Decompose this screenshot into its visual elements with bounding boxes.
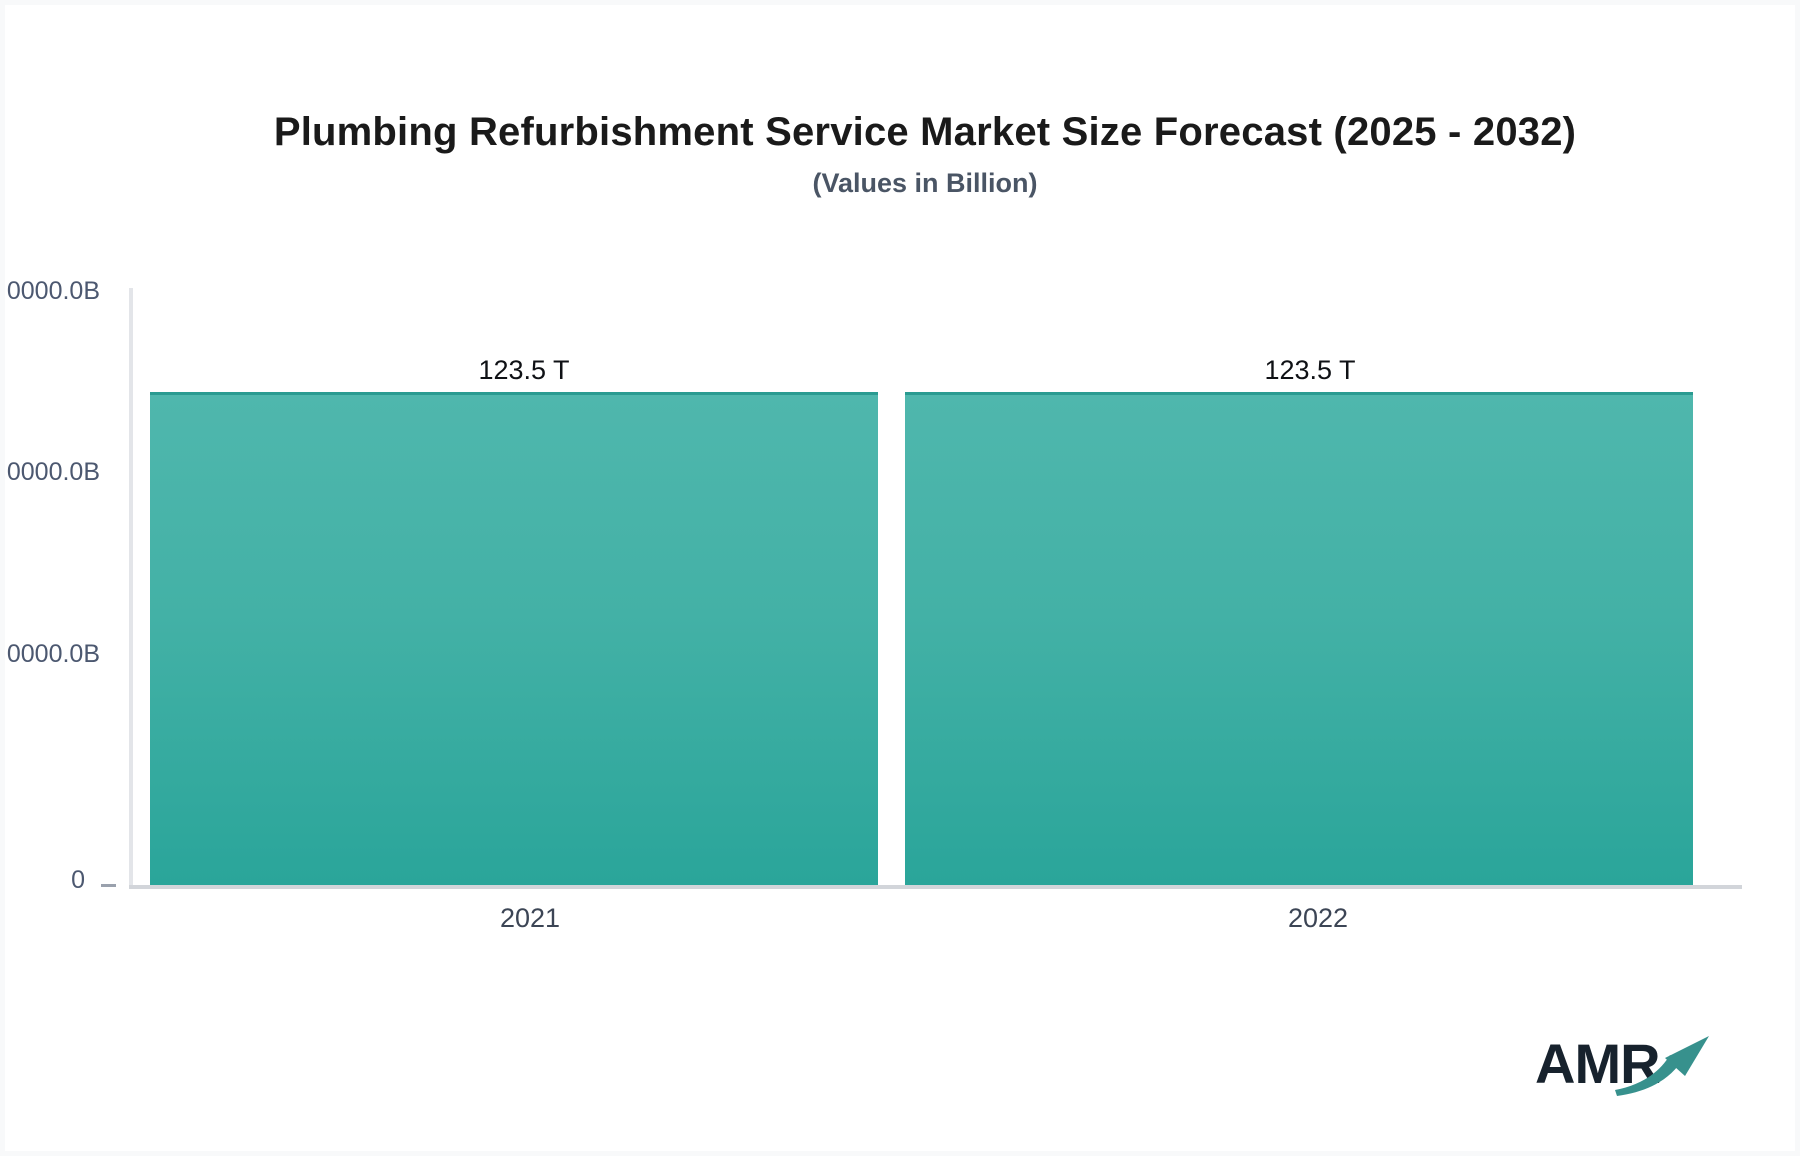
bar-value-label-2021: 123.5 T [478, 355, 570, 385]
y-axis-tick-label: 0000.0B [6, 458, 100, 486]
y-axis-zero-label: 0 [71, 866, 85, 894]
bar-2021 [150, 392, 878, 885]
x-axis-label-2021: 2021 [499, 903, 561, 933]
x-axis-label-2022: 2022 [1287, 903, 1349, 933]
chart-title: Plumbing Refurbishment Service Market Si… [273, 110, 1577, 154]
y-axis-line [129, 288, 133, 888]
chart-subtitle: (Values in Billion) [812, 168, 1038, 198]
y-axis-tick-label: 0000.0B [6, 640, 100, 668]
bar-2022 [905, 392, 1693, 885]
bar-value-label-2022: 123.5 T [1264, 355, 1356, 385]
y-axis-tick-label: 0000.0B [6, 277, 100, 305]
growth-arrow-icon [1615, 1036, 1709, 1096]
amr-logo: AMR [1535, 1034, 1725, 1109]
x-axis-baseline [129, 885, 1742, 889]
y-axis-tick-mark [101, 884, 116, 887]
